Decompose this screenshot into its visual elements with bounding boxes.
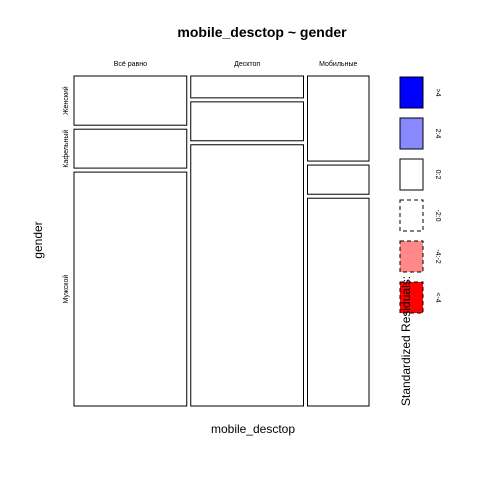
legend-label: -2:0: [434, 209, 441, 221]
mosaic-cells: [73, 75, 370, 407]
legend-label: 0:2: [434, 170, 441, 180]
legend-label: <-4: [434, 292, 441, 302]
legend-swatch--4-2: [399, 240, 424, 273]
legend-title: Standardized Residuals:: [399, 276, 413, 406]
y-axis-label: gender: [31, 221, 45, 258]
legend-swatch--4: [399, 76, 424, 109]
x-axis-label: mobile_desctop: [211, 422, 295, 436]
legend-swatch-0-2: [399, 158, 424, 191]
chart-title: mobile_desctop ~ gender: [177, 24, 347, 40]
y-tick-labels: Женский Кафельный Мужской: [62, 86, 70, 303]
legend-swatch--4: [399, 281, 424, 314]
x-tick-label: Десктоп: [234, 61, 260, 68]
x-tick-label: Мобильные: [319, 60, 357, 68]
legend-label: 2:4: [434, 129, 441, 139]
y-tick-label: Мужской: [62, 275, 70, 304]
legend-label: -4:-2: [434, 249, 441, 264]
mosaic-cell-мобильные-женский: [307, 75, 370, 162]
mosaic-cell-десктоп-женский: [190, 75, 304, 99]
mosaic-cell-всё-равно-женский: [73, 75, 188, 126]
x-tick-labels: Всё равно Десктоп Мобильные: [114, 60, 358, 68]
mosaic-cell-десктоп-кафельный: [190, 101, 304, 142]
mosaic-cell-мобильные-мужской: [307, 197, 370, 407]
mosaic-cell-десктоп-мужской: [190, 144, 304, 407]
legend-label: >4: [434, 89, 441, 97]
legend-swatch-2-4: [399, 117, 424, 150]
mosaic-cell-мобильные-кафельный: [307, 164, 370, 195]
x-tick-label: Всё равно: [114, 61, 147, 68]
y-tick-label: Кафельный: [62, 130, 70, 168]
mosaic-cell-всё-равно-мужской: [73, 171, 188, 407]
legend-swatch--2-0: [399, 199, 424, 232]
mosaic-cell-всё-равно-кафельный: [73, 128, 188, 169]
y-tick-label: Женский: [62, 86, 70, 115]
legend: >4 2:4 0:2 -2:0 -4:-2 <-4: [399, 76, 441, 314]
